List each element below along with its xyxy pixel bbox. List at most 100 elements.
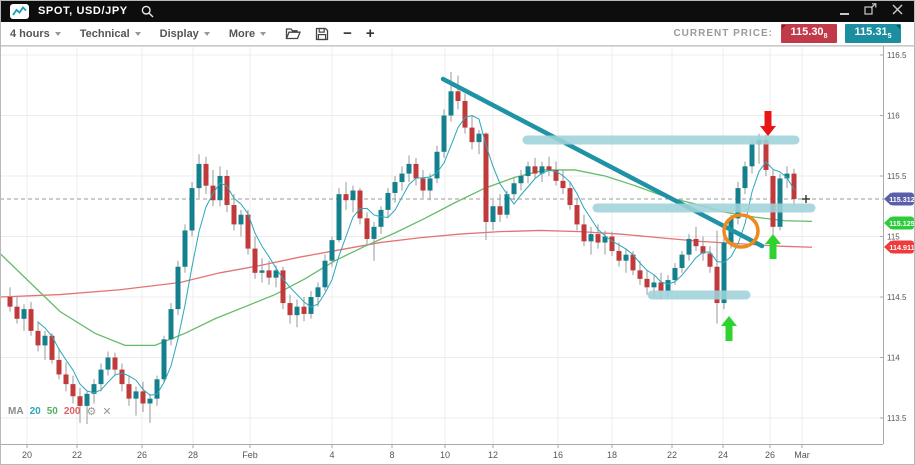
candle-body	[308, 297, 314, 314]
candle-body	[294, 306, 300, 316]
ma50-period: 50	[46, 406, 58, 417]
ma-remove-icon[interactable]: ✕	[102, 406, 112, 418]
candle-body	[700, 246, 706, 254]
candle-body	[504, 194, 510, 215]
candle-body	[126, 384, 132, 399]
candle-body	[791, 173, 797, 199]
zoom-out-button[interactable]: −	[343, 25, 352, 42]
candle-body	[245, 214, 251, 249]
candle-body	[518, 176, 524, 184]
open-folder-icon[interactable]	[285, 27, 302, 40]
svg-text:12: 12	[488, 450, 498, 460]
candle-body	[21, 309, 27, 319]
candle-body	[658, 282, 664, 291]
candle-body	[189, 188, 195, 231]
candle-body	[147, 398, 153, 404]
candle-body	[315, 287, 321, 297]
candle-body	[637, 270, 643, 279]
candle-body	[406, 163, 412, 174]
candle-body	[462, 100, 468, 128]
breakout-circle[interactable]	[722, 213, 760, 249]
downtrend-line[interactable]	[440, 76, 765, 249]
search-icon[interactable]	[141, 5, 154, 18]
close-button[interactable]	[892, 2, 903, 20]
candle-body	[483, 133, 489, 222]
buy-arrow-2[interactable]	[721, 316, 737, 341]
svg-text:20: 20	[22, 450, 32, 460]
svg-text:24: 24	[718, 450, 728, 460]
svg-text:115.312: 115.312	[889, 195, 915, 204]
timeframe-dropdown[interactable]: 4 hours	[10, 28, 61, 40]
candle-body	[175, 266, 181, 310]
candle-body	[602, 236, 608, 243]
bid-price-badge[interactable]: 115.308	[781, 23, 837, 44]
svg-text:114.911: 114.911	[889, 243, 914, 252]
candle-body	[322, 260, 328, 288]
candle-body	[161, 339, 167, 380]
candle-body	[427, 178, 433, 191]
chart-toolbar: 4 hours Technical Display More − + CURRE…	[0, 22, 915, 46]
chevron-down-icon	[134, 32, 141, 36]
candle-body	[259, 270, 265, 273]
ma200-period: 200	[63, 406, 81, 417]
price-chart[interactable]: 116.5 116 115.5 115 114.5 114 113.5 20 22 26 28 Feb…	[0, 46, 915, 465]
svg-text:113.5: 113.5	[887, 414, 907, 423]
candle-body	[644, 278, 650, 288]
candle-body	[154, 379, 160, 399]
ma50-price-badge: 115.125	[884, 216, 915, 230]
candle-body	[672, 267, 678, 281]
candle-body	[301, 306, 307, 314]
svg-text:114: 114	[887, 354, 900, 363]
candle-body	[735, 188, 741, 219]
candle-body	[448, 91, 454, 116]
candle-body	[679, 254, 685, 268]
svg-text:8: 8	[389, 450, 394, 460]
ask-price-badge[interactable]: 115.315	[845, 23, 901, 44]
more-dropdown[interactable]: More	[229, 28, 267, 40]
popout-button[interactable]	[864, 2, 877, 20]
candle-body	[714, 266, 720, 304]
minimize-button[interactable]	[840, 7, 849, 15]
candle-body	[553, 169, 559, 181]
ma200-price-badge: 114.911	[884, 240, 915, 254]
candle-body	[574, 205, 580, 225]
ma20-line	[37, 114, 795, 396]
candle-body	[35, 330, 41, 346]
candle-body	[616, 251, 622, 261]
candle-body	[357, 190, 363, 219]
ma20-period: 20	[29, 406, 41, 417]
candle-body	[168, 309, 174, 340]
zoom-in-button[interactable]: +	[365, 25, 375, 42]
candle-body	[434, 151, 440, 179]
save-icon[interactable]	[315, 27, 329, 41]
display-dropdown[interactable]: Display	[160, 28, 210, 40]
candle-body	[497, 206, 503, 215]
candle-body	[63, 374, 69, 385]
candle-body	[686, 238, 692, 255]
candle-body	[567, 188, 573, 206]
candle-body	[707, 253, 713, 267]
chart-title: SPOT, USD/JPY	[38, 5, 128, 17]
candle-body	[581, 224, 587, 242]
ma-settings-gear-icon[interactable]: ⚙	[86, 406, 97, 418]
sell-arrow[interactable]	[760, 111, 776, 136]
candle-body	[623, 254, 629, 261]
candle-body	[742, 166, 748, 189]
candle-body	[525, 166, 531, 176]
candle-body	[77, 396, 83, 406]
time-axis-labels: 20 22 26 28 Feb 4 8 10 12 16 18 22 24 26 Mar	[22, 444, 810, 460]
candle-body	[224, 176, 230, 206]
candle-body	[420, 178, 426, 191]
candle-body	[140, 391, 146, 404]
price-axis-labels: 116.5 116 115.5 115 114.5 114 113.5	[880, 51, 907, 423]
candle-body	[287, 303, 293, 316]
ma-legend: MA 20 50 200 ⚙ ✕	[8, 405, 112, 418]
candle-body	[441, 115, 447, 152]
title-bar: SPOT, USD/JPY	[0, 0, 915, 22]
candle-body	[28, 309, 34, 331]
candle-body	[7, 297, 13, 307]
candle-body	[238, 214, 244, 225]
buy-arrow-1[interactable]	[765, 234, 781, 259]
candle-body	[385, 192, 391, 210]
technical-dropdown[interactable]: Technical	[80, 28, 141, 40]
